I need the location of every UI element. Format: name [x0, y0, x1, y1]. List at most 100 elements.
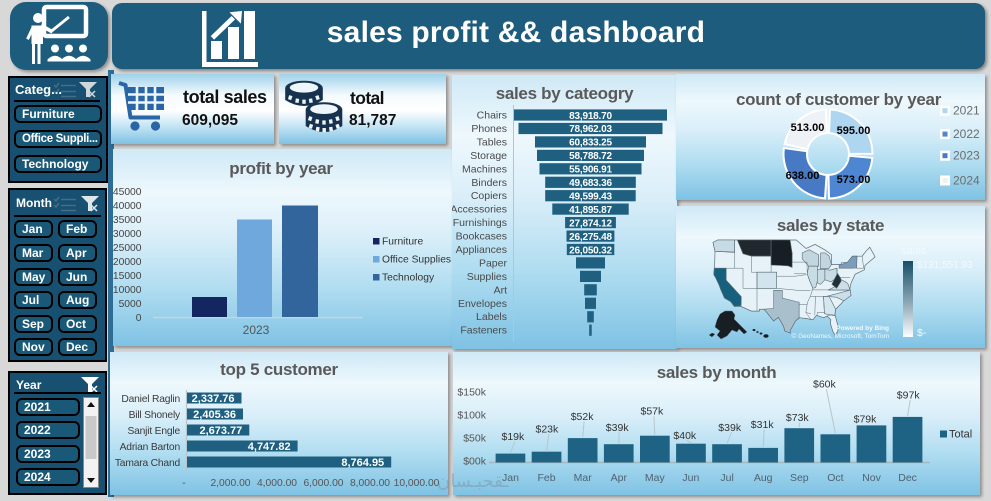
svg-text:-: - [182, 478, 185, 489]
svg-text:Nov: Nov [862, 472, 881, 484]
svg-text:Total: Total [949, 429, 972, 441]
svg-text:$00k: $00k [463, 456, 487, 468]
svg-text:45000: 45000 [113, 187, 142, 198]
svg-text:Bookcases: Bookcases [456, 231, 507, 243]
svg-text:Art: Art [494, 284, 508, 296]
svg-text:2024: 2024 [953, 174, 980, 188]
svg-text:60,833.25: 60,833.25 [569, 138, 612, 149]
svg-text:Binders: Binders [471, 177, 507, 189]
svg-text:41,895.87: 41,895.87 [569, 205, 612, 216]
svg-text:Fasteners: Fasteners [460, 325, 507, 337]
svg-text:Feb: Feb [537, 472, 555, 484]
svg-text:0: 0 [136, 313, 142, 324]
svg-text:6,000.00: 6,000.00 [303, 478, 343, 489]
svg-text:638.00: 638.00 [786, 170, 820, 182]
svg-text:2023: 2023 [953, 149, 980, 163]
svg-text:2,337.76: 2,337.76 [192, 393, 235, 405]
svg-text:$31k: $31k [751, 419, 775, 431]
svg-text:Dec: Dec [898, 472, 917, 484]
svg-text:sales: sales [901, 245, 927, 257]
svg-text:$73k: $73k [786, 412, 810, 424]
svg-text:Furnishings: Furnishings [453, 217, 507, 229]
svg-text:49,683.36: 49,683.36 [569, 178, 612, 189]
svg-text:Copiers: Copiers [471, 190, 507, 202]
svg-text:$131,551.93: $131,551.93 [917, 260, 973, 271]
svg-text:2,000.00: 2,000.00 [210, 478, 250, 489]
svg-text:Furniture: Furniture [382, 237, 423, 248]
svg-text:$97k: $97k [897, 389, 921, 401]
svg-text:Storage: Storage [470, 150, 507, 162]
svg-text:2,405.36: 2,405.36 [193, 409, 236, 421]
svg-text:$-: $- [917, 327, 927, 339]
svg-text:$52k: $52k [571, 411, 595, 423]
svg-text:8,764.95: 8,764.95 [341, 457, 384, 469]
svg-text:83,918.70: 83,918.70 [569, 111, 612, 122]
svg-text:25000: 25000 [113, 243, 142, 254]
svg-text:Mar: Mar [574, 472, 593, 484]
svg-text:Envelopes: Envelopes [458, 298, 507, 310]
svg-text:8,000.00: 8,000.00 [350, 478, 390, 489]
svg-text:Technology: Technology [382, 273, 435, 284]
svg-text:2,673.77: 2,673.77 [199, 425, 242, 437]
svg-text:58,788.72: 58,788.72 [569, 151, 612, 162]
svg-text:Accessories: Accessories [452, 204, 507, 216]
svg-text:Office Supplies: Office Supplies [382, 255, 451, 266]
svg-text:Bill Shonely: Bill Shonely [129, 410, 181, 421]
svg-text:Apr: Apr [611, 472, 628, 484]
svg-text:$40k: $40k [673, 430, 697, 442]
svg-text:513.00: 513.00 [791, 122, 825, 134]
svg-text:$57k: $57k [641, 406, 665, 418]
svg-text:Sanjit Engle: Sanjit Engle [127, 426, 180, 437]
svg-text:Labels: Labels [476, 311, 507, 323]
svg-text:Jan: Jan [502, 472, 519, 484]
svg-text:May: May [645, 472, 666, 484]
svg-text:78,962.03: 78,962.03 [569, 124, 612, 135]
svg-text:$23k: $23k [536, 424, 560, 436]
svg-text:© GeoNames, Microsoft, TomTom: © GeoNames, Microsoft, TomTom [792, 332, 890, 340]
svg-text:Tables: Tables [477, 136, 507, 148]
svg-text:Machines: Machines [462, 163, 507, 175]
svg-text:$19k: $19k [502, 431, 526, 443]
svg-text:$150k: $150k [457, 387, 486, 399]
svg-text:Sep: Sep [790, 472, 809, 484]
svg-text:$79k: $79k [854, 414, 878, 426]
svg-text:35000: 35000 [113, 215, 142, 226]
svg-text:30000: 30000 [113, 229, 142, 240]
svg-text:$39k: $39k [606, 422, 630, 434]
svg-text:10000: 10000 [113, 285, 142, 296]
svg-text:26,275.48: 26,275.48 [569, 232, 612, 243]
svg-text:Jul: Jul [720, 472, 733, 484]
svg-text:2022: 2022 [953, 127, 980, 141]
svg-text:Daniel Raglin: Daniel Raglin [121, 394, 180, 405]
svg-text:27,874.12: 27,874.12 [569, 218, 612, 229]
svg-text:55,906.91: 55,906.91 [569, 165, 612, 176]
svg-text:15000: 15000 [113, 271, 142, 282]
svg-text:40000: 40000 [113, 201, 142, 212]
svg-text:49,599.43: 49,599.43 [569, 192, 612, 203]
svg-text:5000: 5000 [119, 299, 142, 310]
svg-text:Powered by Bing: Powered by Bing [836, 325, 889, 332]
svg-text:4,747.82: 4,747.82 [248, 441, 291, 453]
svg-text:Supplies: Supplies [467, 271, 507, 283]
svg-text:Oct: Oct [827, 472, 843, 484]
svg-text:595.00: 595.00 [837, 125, 871, 137]
svg-text:Aug: Aug [754, 472, 773, 484]
svg-text:$100k: $100k [457, 410, 486, 422]
svg-text:2023: 2023 [243, 323, 270, 337]
svg-text:20000: 20000 [113, 257, 142, 268]
svg-text:10,000.00: 10,000.00 [394, 478, 440, 489]
svg-text:Paper: Paper [479, 257, 508, 269]
svg-text:Tamara Chand: Tamara Chand [115, 458, 181, 469]
svg-text:Phones: Phones [471, 123, 507, 135]
svg-text:Chairs: Chairs [477, 110, 507, 122]
svg-text:4,000.00: 4,000.00 [257, 478, 297, 489]
svg-text:26,050.32: 26,050.32 [569, 245, 612, 256]
svg-text:$50k: $50k [463, 433, 487, 445]
svg-text:2021: 2021 [953, 104, 980, 118]
svg-text:Adrian Barton: Adrian Barton [120, 442, 181, 453]
svg-text:$60k: $60k [813, 379, 837, 391]
svg-text:573.00: 573.00 [837, 174, 871, 186]
svg-text:$39k: $39k [718, 422, 742, 434]
svg-text:Jun: Jun [682, 472, 699, 484]
svg-text:Appliances: Appliances [456, 244, 507, 256]
